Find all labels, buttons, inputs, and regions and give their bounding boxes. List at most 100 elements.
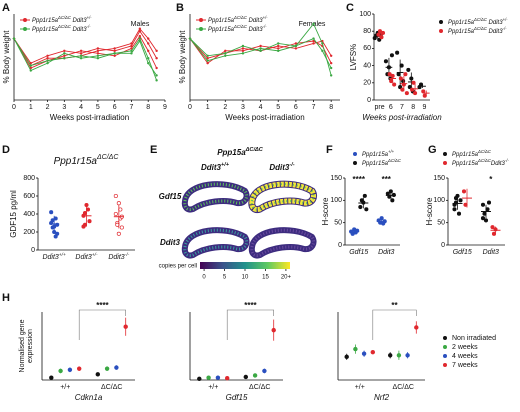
data-line xyxy=(13,37,158,81)
data-point xyxy=(362,193,367,198)
text-part: Ddit3 xyxy=(247,27,263,33)
y-tick-label: 0 xyxy=(31,247,35,254)
data-point xyxy=(312,22,315,26)
data-point xyxy=(29,64,32,67)
data-point xyxy=(329,74,333,77)
mean-marker xyxy=(388,353,393,358)
data-point xyxy=(116,231,121,236)
data-point xyxy=(480,202,486,207)
legend-label: 2 weeks xyxy=(452,344,478,351)
text-part: Ppp1r15a xyxy=(54,156,98,167)
legend-marker xyxy=(199,27,203,31)
y-tick-label: 0 xyxy=(367,97,371,104)
mean-marker xyxy=(361,351,367,356)
legend-label: Ppp1r15aΔC/ΔC Ddit3-/- xyxy=(208,24,267,33)
mean-marker xyxy=(67,367,73,372)
data-point xyxy=(96,49,100,53)
mean-marker xyxy=(77,366,82,371)
data-point xyxy=(87,219,92,224)
mean-marker xyxy=(396,353,402,358)
data-point xyxy=(294,47,298,50)
data-point xyxy=(138,37,142,40)
tissue-image xyxy=(252,230,314,255)
row-label: Gdf15 xyxy=(159,192,182,201)
legend-label: Non irradiated xyxy=(452,335,496,342)
column-label: Ddit3+/+ xyxy=(201,162,230,172)
x-tick-label: ΔC/ΔC xyxy=(249,384,270,391)
superscript: ΔC/ΔC xyxy=(57,24,72,29)
colorbar-tick-label: 0 xyxy=(202,275,206,281)
data-point xyxy=(411,80,416,85)
data-line xyxy=(189,38,332,59)
data-point xyxy=(96,57,100,60)
colorbar-tick-label: 10 xyxy=(242,275,249,281)
column-label: Ddit3-/- xyxy=(269,162,294,172)
data-point xyxy=(147,49,150,53)
mean-marker xyxy=(225,375,230,381)
x-tick-label: Ddit3-/- xyxy=(108,252,129,261)
data-point xyxy=(155,66,158,70)
y-axis-label: H-score xyxy=(425,197,434,226)
data-point xyxy=(12,37,16,40)
chart-title: Females xyxy=(299,21,326,28)
data-point xyxy=(395,50,400,55)
data-point xyxy=(329,66,333,70)
legend-label: Ppp1r15aΔC/ΔC xyxy=(452,149,492,158)
x-tick-label: 8 xyxy=(146,104,150,111)
data-point xyxy=(406,67,411,72)
data-point xyxy=(206,61,209,65)
data-point xyxy=(155,74,158,77)
superscript: +/- xyxy=(87,15,93,20)
data-point xyxy=(53,234,58,239)
text-part: Ddit3 xyxy=(42,254,58,261)
x-tick-label: 1 xyxy=(206,104,210,111)
data-point xyxy=(46,59,49,62)
data-point xyxy=(155,79,158,82)
x-tick-label: 0 xyxy=(188,104,192,111)
legend-marker xyxy=(439,29,443,33)
data-point xyxy=(387,72,392,77)
legend-marker xyxy=(443,345,447,349)
superscript: ΔC/ΔC xyxy=(245,147,264,153)
panel-title: Ppp15aΔC/ΔC xyxy=(217,147,264,157)
significance: * xyxy=(489,175,493,184)
mean-marker xyxy=(405,353,410,358)
data-point xyxy=(147,37,150,40)
text-part: Ppp1r15a xyxy=(208,27,235,33)
data-point xyxy=(206,54,209,57)
y-tick-label: 200 xyxy=(23,229,35,236)
x-axis-label: Weeks post-irradiation xyxy=(50,113,129,122)
data-point xyxy=(312,37,315,40)
x-tick-label: 8 xyxy=(329,104,333,111)
x-tick-label: 4 xyxy=(79,104,83,111)
mean-marker xyxy=(252,373,258,378)
legend-marker xyxy=(23,27,27,31)
x-tick-label: 6 xyxy=(294,104,298,111)
text-part: Ppp1r15a xyxy=(32,18,59,24)
text-part: Ppp1r15a xyxy=(452,161,479,167)
y-tick-label: 50 xyxy=(334,220,342,227)
superscript: -/- xyxy=(289,162,294,168)
y-tick-label: 20 xyxy=(363,80,371,87)
legend-marker xyxy=(353,152,357,156)
superscript: +/- xyxy=(92,252,98,258)
superscript: +/+ xyxy=(388,149,395,154)
data-point xyxy=(377,37,382,42)
colorbar-tick-label: 20+ xyxy=(281,275,292,281)
row-label: Ddit3 xyxy=(160,238,181,247)
text-part: Ddit3 xyxy=(75,254,91,261)
data-point xyxy=(138,34,142,38)
data-point xyxy=(277,49,280,53)
text-part: Ddit3 xyxy=(71,18,87,24)
panel-e: E Ppp15aΔC/ΔC Ddit3+/+ Ddit3-/- Gdf15 Dd… xyxy=(150,144,314,270)
x-tick-label: 9 xyxy=(422,104,426,111)
data-point xyxy=(277,44,280,48)
data-point xyxy=(79,49,83,53)
data-point xyxy=(63,57,66,60)
significance-bracket xyxy=(78,309,126,340)
data-point xyxy=(130,42,133,45)
data-point xyxy=(79,52,83,55)
x-tick-label: ΔC/ΔC xyxy=(393,384,414,391)
x-axis-label: Gdf15 xyxy=(226,393,248,402)
legend-marker xyxy=(353,161,357,165)
